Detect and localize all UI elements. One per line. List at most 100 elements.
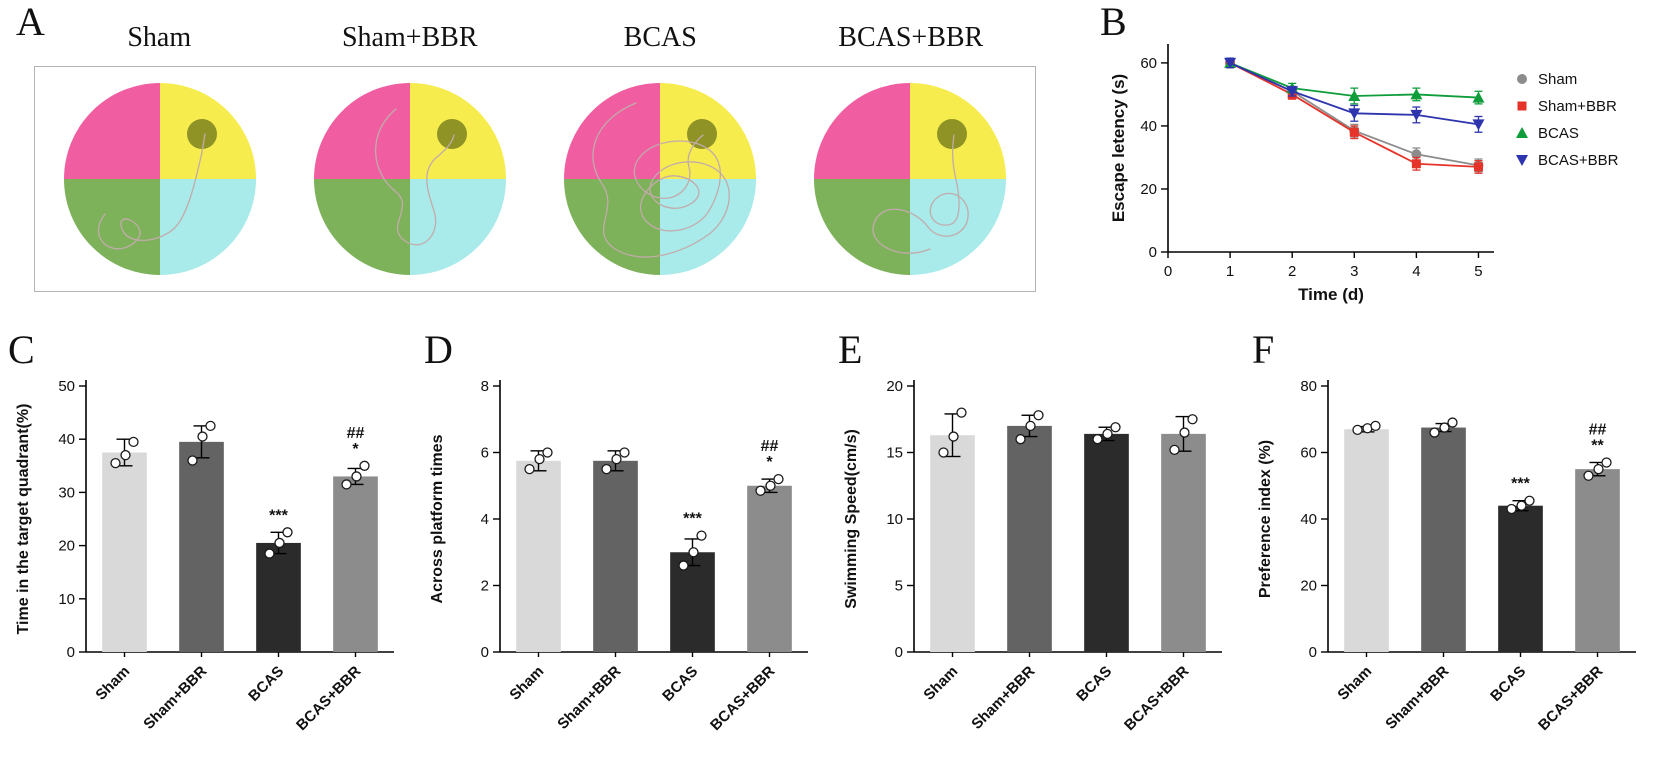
quadrant-bottom-right — [660, 179, 756, 275]
y-tick-label: 6 — [481, 445, 489, 462]
quadrant-top-left — [564, 83, 660, 179]
platform-dot — [937, 119, 967, 149]
significance-mark: *** — [683, 511, 702, 528]
series-marker — [1472, 119, 1485, 131]
data-point — [601, 463, 612, 475]
data-point — [341, 479, 352, 490]
maze-title-bcas: BCAS — [623, 22, 697, 53]
data-point — [1524, 495, 1535, 506]
bar — [593, 460, 638, 652]
maze-title-bcas-bbr: BCAS+BBR — [838, 22, 984, 53]
platform-crossings-bar-chart: 0 2 4 6 8 Across platform times Sham Sham+BBR BC… — [429, 378, 808, 734]
target-quadrant-bar-chart: 0 10 20 30 40 50 Time in the target quadrant(%… — [15, 378, 394, 734]
bar — [333, 476, 378, 652]
y-tick-label: 5 — [895, 578, 903, 595]
y-tick-label: 0 — [1149, 244, 1157, 261]
panel-a-label: A — [16, 0, 45, 44]
x-tick-label: BCAS+BBR — [293, 663, 364, 734]
x-tick-label: Sham+BBR — [968, 663, 1038, 733]
series-marker — [1349, 127, 1359, 137]
series-marker — [1516, 155, 1528, 166]
legend-label: Sham — [1538, 71, 1577, 88]
x-tick-label: 1 — [1226, 263, 1234, 280]
swim-trace — [872, 134, 969, 254]
bar — [1421, 427, 1466, 652]
data-point — [1025, 420, 1036, 432]
x-tick-label: Sham+BBR — [554, 663, 624, 733]
significance-mark: *** — [269, 507, 288, 524]
data-point — [948, 431, 959, 442]
maze-title-sham: Sham — [127, 22, 192, 53]
quadrant-top-left — [814, 83, 910, 179]
quadrant-top-left — [64, 83, 160, 179]
quadrant-bottom-right — [910, 179, 1006, 275]
data-point — [765, 480, 776, 491]
y-tick-label: 0 — [481, 644, 489, 661]
series-marker — [1517, 101, 1527, 111]
quadrant-bottom-left — [814, 179, 910, 275]
y-tick-label: 40 — [1140, 118, 1157, 135]
y-tick-label: 10 — [58, 591, 75, 608]
maze-plot-bcas-bbr — [814, 83, 1006, 275]
swim-trace — [374, 108, 455, 246]
y-axis-label: Preference index (%) — [1257, 440, 1274, 598]
legend-label: BCAS+BBR — [1538, 152, 1619, 169]
data-point — [1092, 434, 1103, 445]
data-point — [1429, 427, 1440, 438]
y-tick-label: 60 — [1300, 445, 1317, 462]
series-marker — [1473, 162, 1483, 172]
swim-trace — [97, 133, 206, 250]
data-point — [542, 447, 553, 458]
data-point — [120, 450, 131, 461]
significance-mark: ## — [347, 425, 365, 442]
data-point — [1179, 427, 1190, 438]
bar — [747, 485, 792, 652]
data-point — [1447, 417, 1458, 428]
quadrant-bottom-right — [410, 179, 506, 275]
y-tick-label: 20 — [1300, 578, 1317, 595]
swim-trace — [592, 102, 730, 258]
bar — [1007, 425, 1052, 652]
maze-titles: Sham Sham+BBR BCAS BCAS+BBR — [34, 22, 1036, 54]
quadrant-bottom-left — [64, 179, 160, 275]
data-point — [110, 457, 121, 469]
x-tick-label: 3 — [1350, 263, 1358, 280]
data-point — [1352, 424, 1363, 436]
bar — [1344, 429, 1389, 652]
maze-plot-sham-bbr — [314, 83, 506, 275]
legend-label: Sham+BBR — [1538, 98, 1617, 115]
y-tick-label: 4 — [481, 511, 489, 528]
y-tick-label: 0 — [1309, 644, 1317, 661]
platform-dot — [437, 119, 467, 149]
data-point — [1583, 470, 1594, 481]
data-point — [282, 527, 293, 538]
data-point — [274, 537, 285, 549]
data-point — [611, 454, 622, 465]
y-tick-label: 10 — [886, 511, 903, 528]
series-marker — [1411, 159, 1421, 169]
x-tick-label: BCAS — [1487, 663, 1529, 705]
series-marker — [1224, 57, 1237, 69]
data-point — [534, 454, 545, 465]
series-marker — [1286, 86, 1299, 98]
data-point — [678, 560, 689, 571]
bar — [1161, 433, 1206, 652]
data-point — [1516, 500, 1527, 511]
data-point — [773, 473, 784, 485]
significance-mark: * — [352, 441, 359, 458]
significance-mark: *** — [1511, 476, 1530, 493]
y-axis-label: Across platform times — [429, 434, 446, 603]
panel-d-label: D — [424, 327, 453, 372]
y-tick-label: 20 — [886, 378, 903, 395]
y-tick-label: 20 — [1140, 181, 1157, 198]
data-point — [1601, 457, 1612, 468]
data-point — [1110, 422, 1121, 433]
y-tick-label: 20 — [58, 538, 75, 555]
x-tick-label: BCAS+BBR — [1121, 663, 1192, 734]
y-tick-label: 40 — [58, 431, 75, 448]
series-marker — [1410, 109, 1423, 121]
quadrant-top-left — [314, 83, 410, 179]
data-point — [1506, 503, 1517, 515]
x-tick-label: 5 — [1474, 263, 1482, 280]
y-tick-label: 60 — [1140, 55, 1157, 72]
